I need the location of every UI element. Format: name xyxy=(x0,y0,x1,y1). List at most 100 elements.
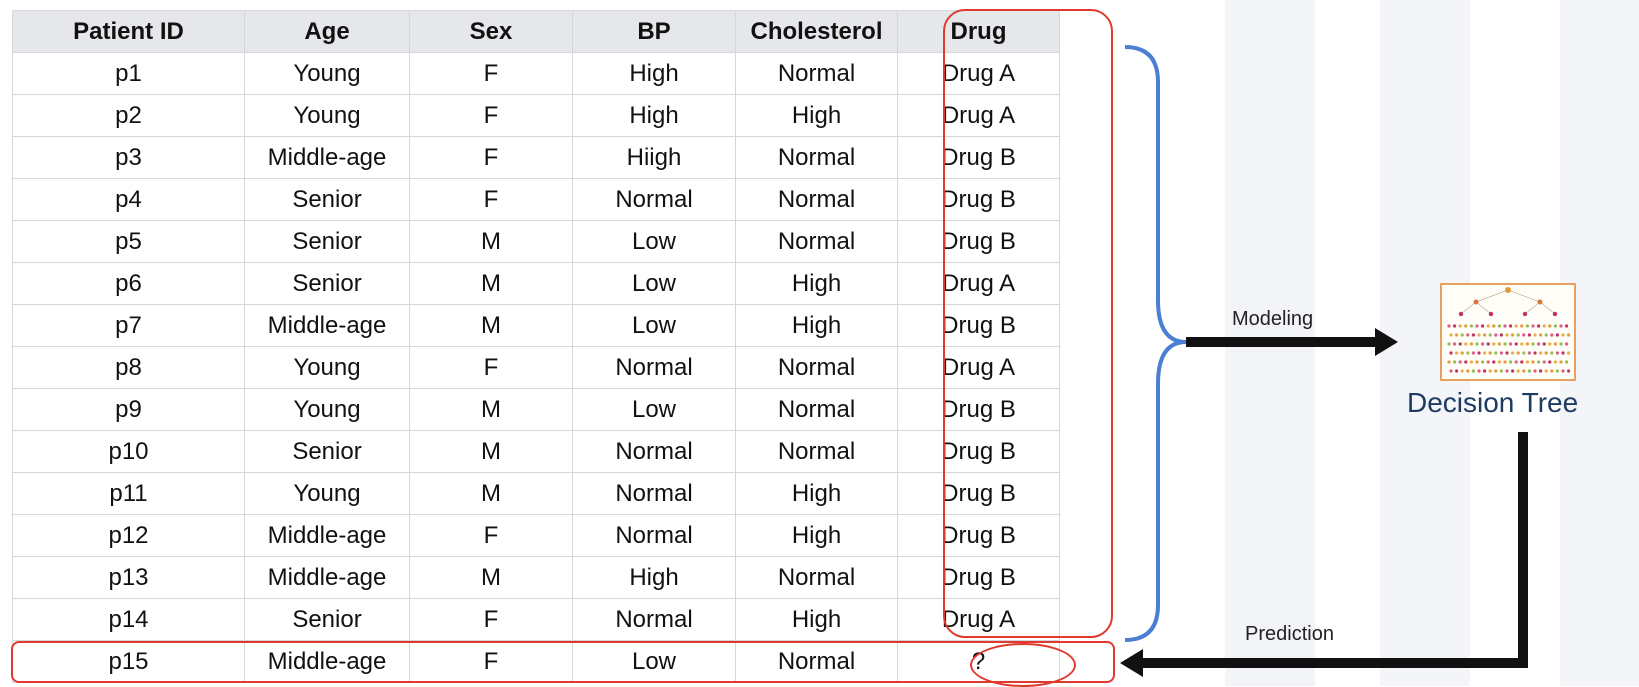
cell-age: Senior xyxy=(244,262,410,305)
cell-cholesterol: High xyxy=(735,472,898,515)
tree-leaf-dot xyxy=(1531,360,1535,364)
tree-leaf-dot xyxy=(1565,342,1569,346)
new-cell-age: Middle-age xyxy=(244,640,410,683)
tree-leaf-dot xyxy=(1509,360,1513,364)
cell-sex: F xyxy=(409,346,573,389)
tree-leaf-dot xyxy=(1514,360,1518,364)
tree-leaf-dot xyxy=(1503,342,1507,346)
tree-leaf-dot xyxy=(1555,351,1559,355)
tree-leaf-dot xyxy=(1477,333,1481,337)
cell-sex: M xyxy=(409,220,573,263)
tree-leaf-dot xyxy=(1499,369,1503,373)
tree-leaf-dot xyxy=(1466,333,1470,337)
tree-leaf-dot xyxy=(1567,351,1571,355)
cell-patient-id: p12 xyxy=(12,514,245,557)
tree-leaf-dot xyxy=(1475,360,1479,364)
tree-leaf-dot xyxy=(1537,342,1541,346)
cell-cholesterol: Normal xyxy=(735,178,898,221)
modeling-label: Modeling xyxy=(1232,308,1314,330)
tree-leaf-dot xyxy=(1531,324,1535,328)
tree-leaf-dot xyxy=(1460,333,1464,337)
tree-leaf-dot xyxy=(1475,324,1479,328)
tree-leaf-dot xyxy=(1486,360,1490,364)
tree-leaf-dot xyxy=(1548,342,1552,346)
tree-leaf-dot xyxy=(1453,342,1457,346)
tree-leaf-dot xyxy=(1561,333,1565,337)
tree-leaf-dot xyxy=(1509,342,1513,346)
cell-bp: Low xyxy=(572,388,736,431)
tree-leaf-dot xyxy=(1481,324,1485,328)
tree-leaf-dot xyxy=(1516,351,1520,355)
header-cholesterol: Cholesterol xyxy=(735,10,898,53)
table-row: p10 Senior M Normal Normal Drug B xyxy=(12,430,1060,473)
tree-leaf-dot xyxy=(1481,342,1485,346)
tree-leaf-dot xyxy=(1561,351,1565,355)
tree-leaf-dot xyxy=(1544,351,1548,355)
cell-drug: Drug B xyxy=(897,304,1060,347)
tree-leaf-dot xyxy=(1559,324,1563,328)
prediction-arrow xyxy=(1120,432,1528,677)
tree-leaf-dot xyxy=(1447,360,1451,364)
tree-leaf-dot xyxy=(1516,333,1520,337)
table-row: p6 Senior M Low High Drug A xyxy=(12,262,1060,305)
cell-age: Middle-age xyxy=(244,556,410,599)
tree-leaf-dot xyxy=(1542,342,1546,346)
cell-age: Young xyxy=(244,94,410,137)
table-row: p1 Young F High Normal Drug A xyxy=(12,52,1060,95)
tree-leaf-dot xyxy=(1477,351,1481,355)
prediction-label: Prediction xyxy=(1245,623,1334,645)
tree-leaf-dot xyxy=(1499,333,1503,337)
cell-cholesterol: Normal xyxy=(735,52,898,95)
tree-leaf-dot xyxy=(1494,333,1498,337)
tree-leaf-dot xyxy=(1542,360,1546,364)
cell-drug: Drug B xyxy=(897,430,1060,473)
tree-leaf-dot xyxy=(1503,324,1507,328)
cell-age: Middle-age xyxy=(244,136,410,179)
tree-leaf-dot xyxy=(1466,369,1470,373)
tree-leaf-dot xyxy=(1559,342,1563,346)
cell-bp: Low xyxy=(572,304,736,347)
new-patient-row-highlight xyxy=(11,641,1115,683)
table-row: p9 Young M Low Normal Drug B xyxy=(12,388,1060,431)
cell-patient-id: p14 xyxy=(12,598,245,641)
tree-leaf-dot xyxy=(1533,351,1537,355)
tree-leaf-dot xyxy=(1505,333,1509,337)
tree-leaf-dot xyxy=(1565,324,1569,328)
cell-cholesterol: High xyxy=(735,598,898,641)
tree-leaf-dot xyxy=(1492,360,1496,364)
tree-leaf-dot xyxy=(1497,342,1501,346)
tree-leaf-dot xyxy=(1464,360,1468,364)
tree-leaf-dot xyxy=(1550,369,1554,373)
tree-leaf-dot xyxy=(1492,342,1496,346)
tree-leaf-dot xyxy=(1567,369,1571,373)
tree-leaf-dot xyxy=(1455,333,1459,337)
cell-sex: F xyxy=(409,598,573,641)
tree-leaf-dot xyxy=(1460,369,1464,373)
header-sex: Sex xyxy=(409,10,573,53)
tree-leaf-dot xyxy=(1522,351,1526,355)
tree-leaf-dot xyxy=(1469,360,1473,364)
tree-leaf-dot xyxy=(1458,324,1462,328)
new-cell-sex: F xyxy=(409,640,573,683)
cell-age: Middle-age xyxy=(244,304,410,347)
tree-leaf-dot xyxy=(1488,333,1492,337)
table-row: p8 Young F Normal Normal Drug A xyxy=(12,346,1060,389)
tree-leaf-dot xyxy=(1447,324,1451,328)
table-row: p2 Young F High High Drug A xyxy=(12,94,1060,137)
tree-leaf-dot xyxy=(1559,360,1563,364)
cell-patient-id: p13 xyxy=(12,556,245,599)
tree-leaf-dot xyxy=(1481,360,1485,364)
cell-sex: M xyxy=(409,556,573,599)
tree-leaf-dot xyxy=(1539,351,1543,355)
tree-leaf-dot xyxy=(1525,324,1529,328)
tree-leaf-dot xyxy=(1483,333,1487,337)
patient-table: Patient ID Age Sex BP Cholesterol Drug p… xyxy=(12,10,1060,683)
cell-patient-id: p4 xyxy=(12,178,245,221)
tree-leaf-dot xyxy=(1522,333,1526,337)
cell-drug: Drug A xyxy=(897,94,1060,137)
tree-leaf-dot xyxy=(1525,342,1529,346)
cell-sex: F xyxy=(409,52,573,95)
tree-leaf-dot xyxy=(1553,324,1557,328)
tree-leaf-dot xyxy=(1483,369,1487,373)
